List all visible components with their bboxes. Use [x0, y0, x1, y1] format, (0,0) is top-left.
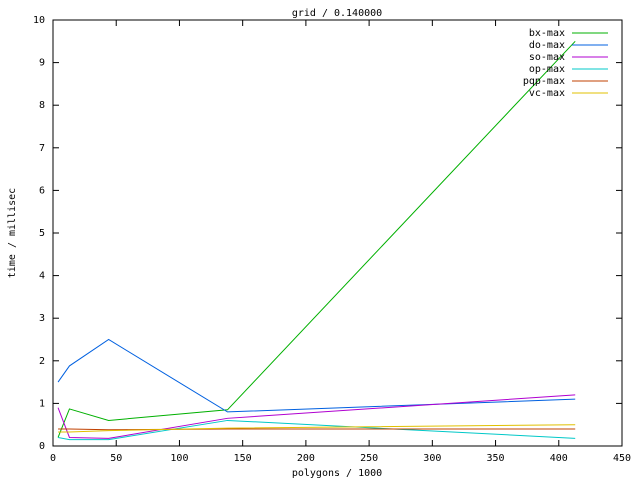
- legend-label: so-max: [529, 52, 565, 63]
- y-tick-label: 9: [39, 58, 45, 69]
- legend-label: do-max: [529, 40, 565, 51]
- y-tick-label: 7: [39, 143, 45, 154]
- y-tick-label: 5: [39, 228, 45, 239]
- x-tick-label: 200: [297, 453, 315, 464]
- x-tick-label: 0: [50, 453, 56, 464]
- x-axis-label: polygons / 1000: [292, 468, 382, 479]
- x-tick-label: 350: [487, 453, 505, 464]
- y-tick-label: 3: [39, 313, 45, 324]
- series-line: [57, 419, 576, 441]
- y-tick-label: 1: [39, 398, 45, 409]
- series-line: [58, 424, 576, 433]
- x-tick-label: 50: [110, 453, 122, 464]
- legend-label: op-max: [529, 64, 565, 75]
- y-tick-label: 6: [39, 185, 45, 196]
- legend-label: bx-max: [529, 28, 565, 39]
- series-line: [57, 394, 576, 439]
- x-tick-label: 150: [234, 453, 252, 464]
- y-tick-label: 10: [33, 15, 45, 26]
- y-axis-label: time / millisec: [7, 188, 18, 278]
- series-line: [57, 338, 576, 413]
- x-tick-label: 250: [360, 453, 378, 464]
- y-tick-label: 0: [39, 441, 45, 452]
- x-tick-label: 300: [423, 453, 441, 464]
- chart-title: grid / 0.140000: [292, 8, 382, 19]
- x-tick-label: 450: [613, 453, 631, 464]
- y-tick-label: 8: [39, 100, 45, 111]
- x-tick-label: 100: [170, 453, 188, 464]
- y-tick-label: 4: [39, 271, 45, 282]
- y-tick-label: 2: [39, 356, 45, 367]
- x-tick-label: 400: [550, 453, 568, 464]
- legend-label: pqp-max: [523, 76, 565, 87]
- series-line: [57, 40, 576, 438]
- series-line: [58, 428, 576, 431]
- legend-label: vc-max: [529, 88, 565, 99]
